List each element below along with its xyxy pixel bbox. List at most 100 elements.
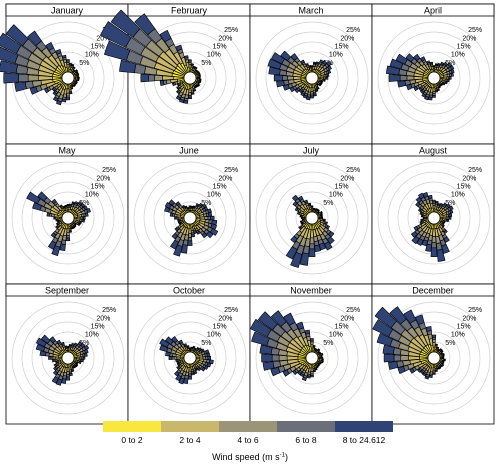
rose-segment: [208, 216, 211, 219]
ring-label: 15%: [91, 324, 105, 331]
rose-segment: [307, 376, 310, 378]
rose-segment: [435, 201, 438, 203]
rose-segment: [191, 64, 193, 65]
rose-segment: [445, 359, 446, 361]
rose-segment: [407, 76, 414, 80]
rose-segment: [432, 236, 436, 242]
panel-title: September: [45, 286, 89, 296]
rose-segment: [189, 60, 192, 61]
ring-label: 10%: [207, 332, 221, 339]
rose-segment: [432, 242, 437, 248]
rose-segment: [308, 203, 310, 204]
rose-segment: [187, 207, 189, 208]
rose-segment: [443, 355, 444, 357]
ring-label: 10%: [207, 192, 221, 199]
rose-segment: [433, 373, 436, 374]
rose-segment: [311, 66, 313, 67]
rose-segment: [421, 215, 422, 217]
rose-segment: [67, 233, 70, 236]
rose-segment: [301, 217, 302, 219]
rose-segment: [188, 237, 192, 240]
ring-label: 25%: [468, 27, 482, 34]
rose-segment: [394, 355, 401, 361]
rose-segment: [324, 79, 325, 81]
rose-segment: [82, 359, 84, 362]
ring-label: 25%: [224, 307, 238, 314]
rose-segment: [313, 62, 316, 64]
rose-segment: [400, 75, 407, 80]
ring-label: 5%: [445, 340, 455, 347]
rose-segment: [192, 234, 195, 237]
panel-frame: [250, 144, 372, 284]
rose-segment: [78, 79, 79, 81]
ring-label: 25%: [346, 167, 360, 174]
rose-segment: [67, 62, 70, 64]
rose-segment: [435, 344, 437, 345]
rose-segment: [200, 79, 201, 81]
rose-segment: [310, 375, 313, 377]
ring-label: 10%: [85, 332, 99, 339]
rose-segment: [450, 213, 452, 216]
rose-segment: [208, 356, 211, 359]
panel-frame: [6, 144, 128, 284]
rose-segment: [421, 219, 422, 221]
ring-label: 25%: [102, 307, 116, 314]
rose-segment: [432, 95, 435, 97]
ring-label: 25%: [224, 167, 238, 174]
rose-segment: [67, 93, 70, 96]
rose-segment: [69, 231, 71, 232]
rose-segment: [66, 377, 70, 380]
rose-segment: [69, 344, 71, 345]
rose-segment: [321, 355, 322, 357]
ring-label: 25%: [224, 27, 238, 34]
legend-swatch: [335, 421, 393, 432]
rose-segment: [188, 241, 192, 246]
ring-label: 10%: [329, 192, 343, 199]
rose-segment: [448, 79, 450, 82]
rose-segment: [85, 213, 88, 216]
panel-title: October: [173, 286, 205, 296]
panel-frame: [6, 284, 128, 424]
rose-segment: [189, 371, 192, 374]
ring-label: 5%: [323, 340, 333, 347]
rose-segment: [310, 96, 313, 98]
ring-label: 15%: [457, 44, 471, 51]
rose-segment: [200, 75, 201, 77]
rose-segment: [327, 74, 329, 77]
rose-segment: [205, 217, 208, 220]
rose-segment: [431, 248, 437, 257]
legend-label: 4 to 6: [237, 435, 259, 445]
ring-label: 10%: [329, 332, 343, 339]
legend-swatch: [277, 421, 335, 432]
rose-segment: [314, 94, 317, 96]
ring-label: 20%: [96, 315, 110, 322]
ring-label: 10%: [85, 192, 99, 199]
rose-segment: [172, 357, 174, 360]
ring-label: 15%: [91, 184, 105, 191]
legend-label: 6 to 8: [295, 435, 317, 445]
ring-label: 20%: [340, 315, 354, 322]
rose-segment: [423, 217, 424, 219]
rose-segment: [84, 217, 86, 220]
panel-frame: [372, 144, 494, 284]
ring-label: 10%: [85, 52, 99, 59]
rose-segment: [429, 375, 432, 377]
rose-segment: [66, 98, 70, 100]
rose-segment: [322, 215, 323, 217]
rose-segment: [191, 93, 194, 95]
rose-segment: [191, 206, 193, 207]
legend-title: Wind speed (m s-1): [212, 452, 288, 462]
ring-label: 20%: [218, 315, 232, 322]
rose-segment: [187, 346, 189, 347]
rose-segment: [169, 356, 172, 359]
rose-segment: [56, 219, 57, 221]
panel-title: February: [171, 6, 208, 16]
rose-segment: [310, 339, 313, 341]
rose-segment: [28, 75, 39, 81]
ring-label: 15%: [91, 44, 105, 51]
